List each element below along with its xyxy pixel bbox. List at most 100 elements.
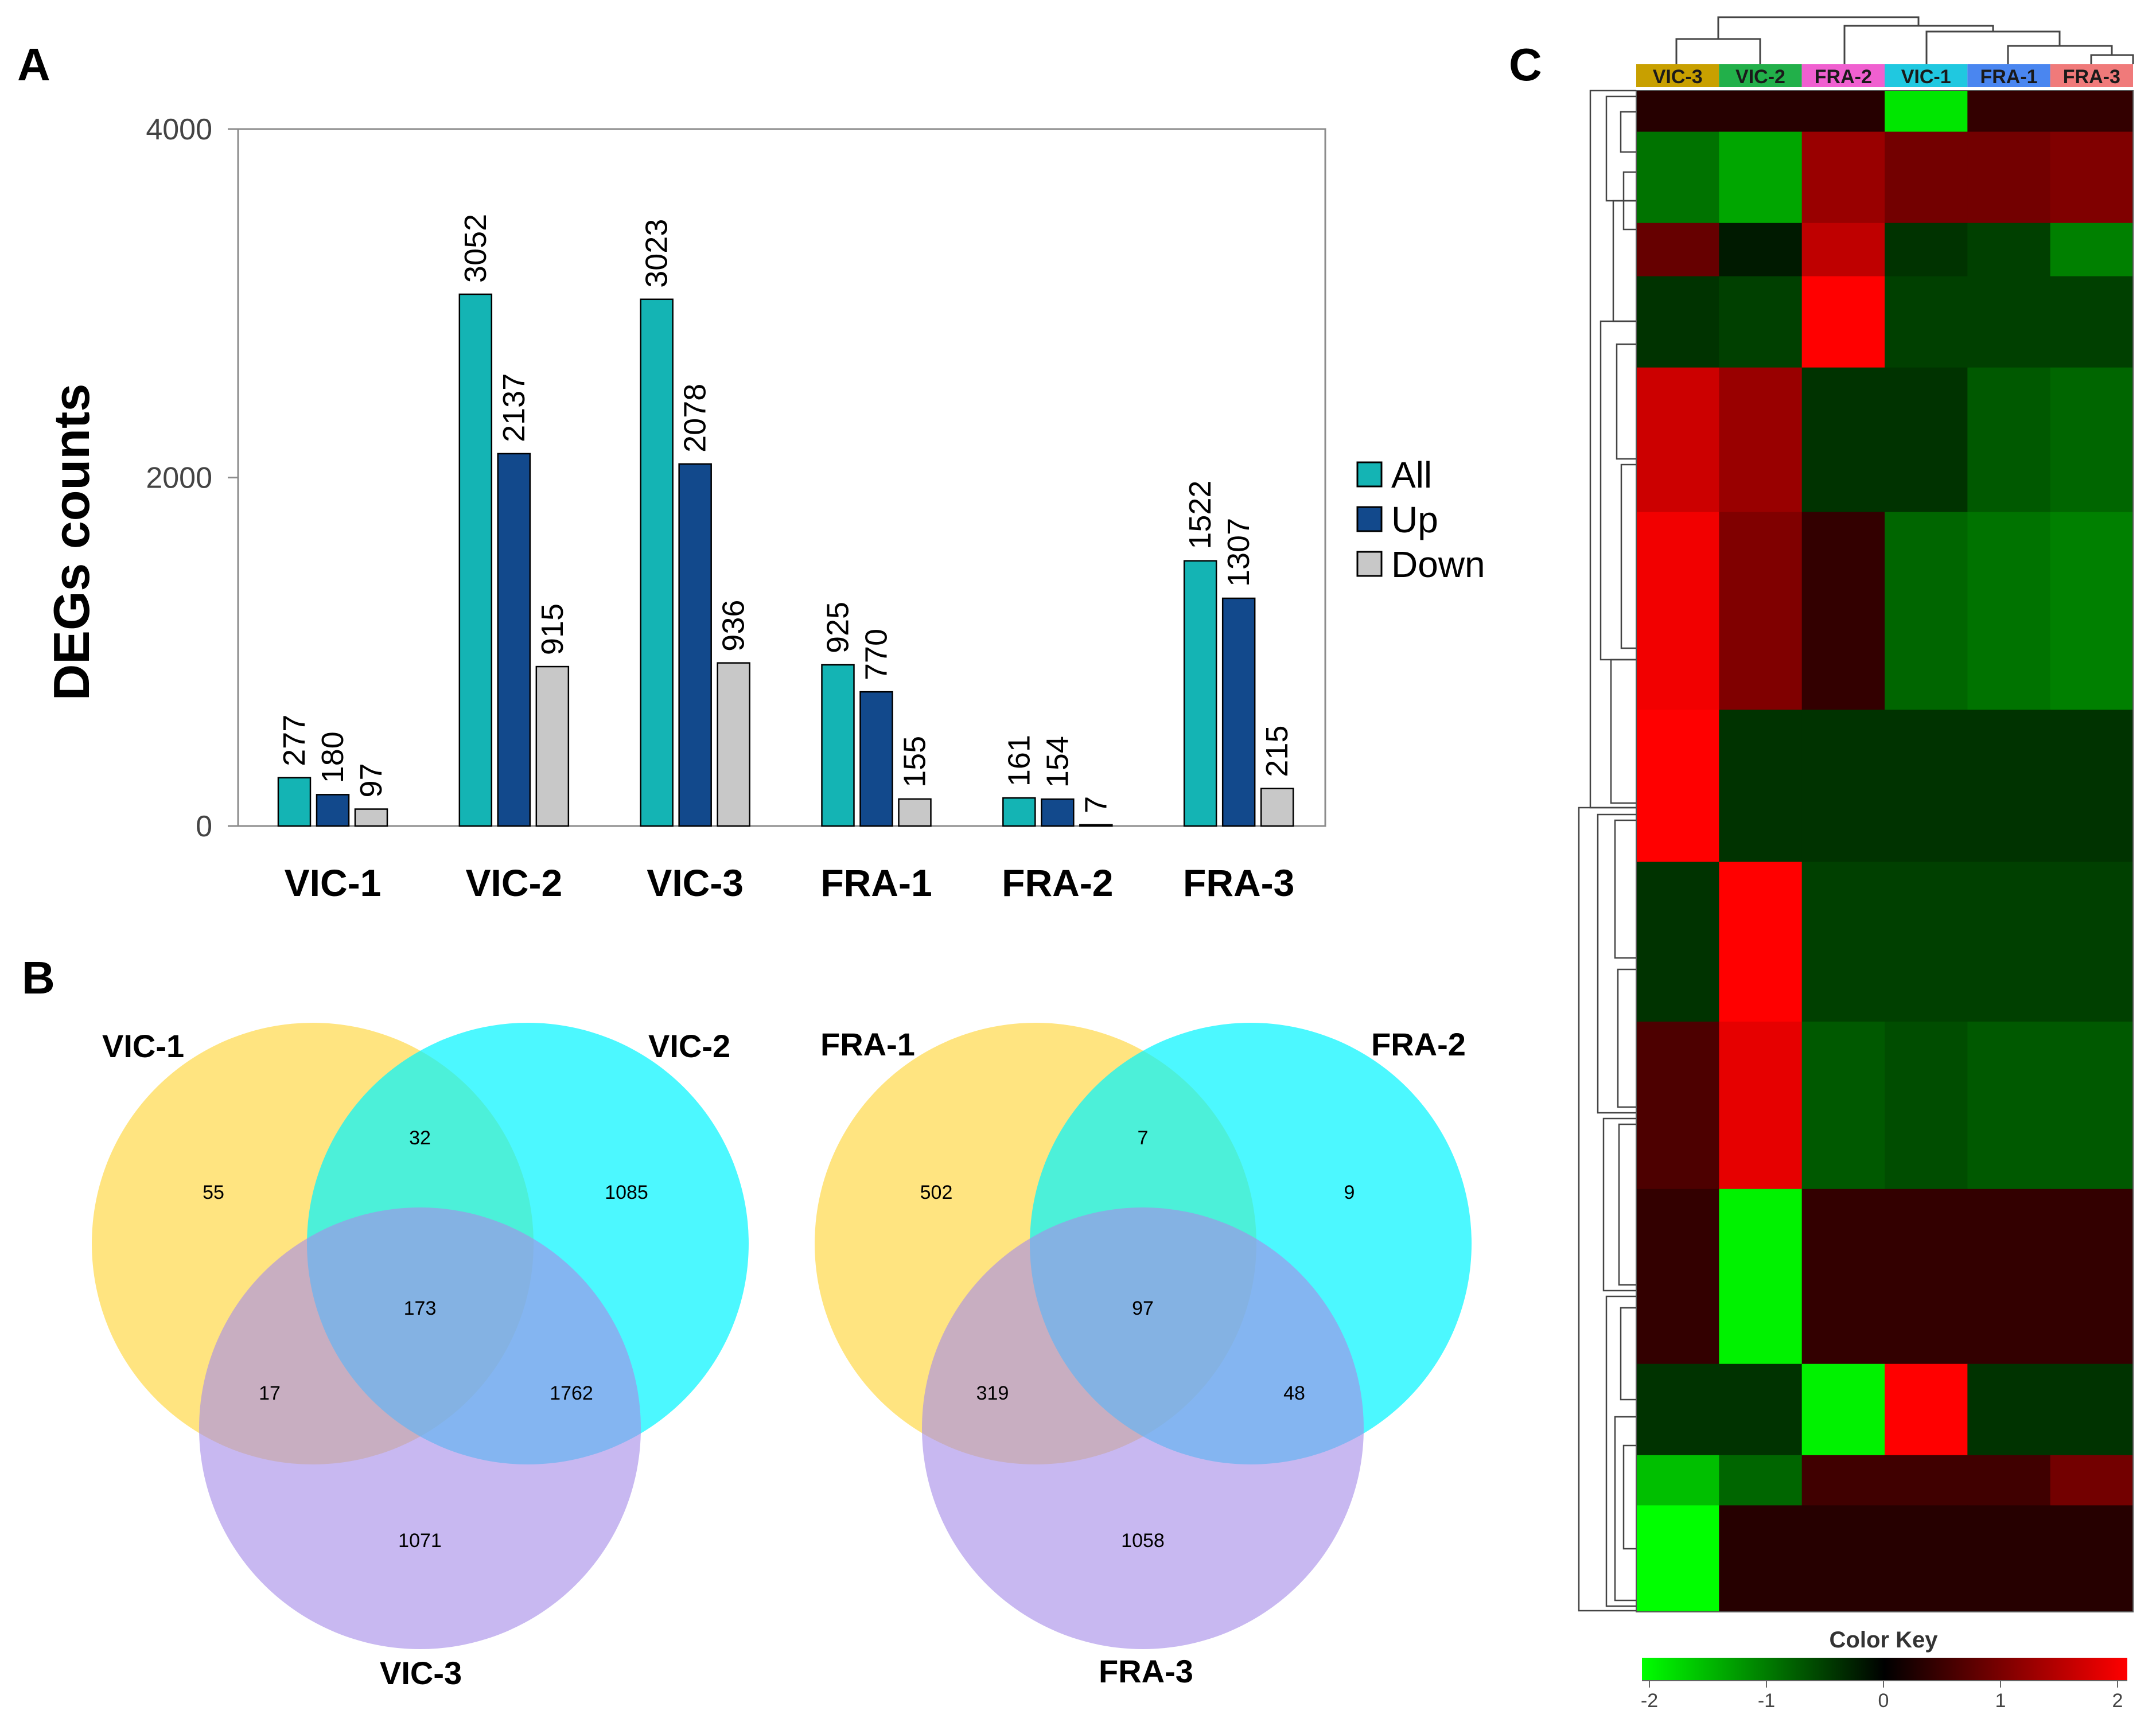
column-color-swatch — [1719, 64, 1802, 87]
heatmap-cell — [1801, 367, 1885, 513]
bar-value-label: 180 — [316, 731, 350, 783]
category-label-group: VIC-1 VIC-2 VIC-3 FRA-1 FRA-2 FRA-3 — [285, 862, 1295, 904]
venn-count-vic-only-1: 55 — [203, 1182, 224, 1203]
heatmap-cell — [1636, 276, 1719, 368]
column-label: FRA-3 — [2063, 66, 2120, 88]
bar-value-label: 3023 — [640, 219, 674, 288]
venn-set-label-vic-1: VIC-1 — [102, 1028, 184, 1064]
heatmap-cell — [1719, 862, 1803, 1022]
heatmap-cell — [1967, 1363, 2051, 1456]
heatmap-cell — [2050, 512, 2134, 710]
heatmap-cell — [1967, 1022, 2051, 1190]
column-dendrogram — [1675, 16, 2134, 64]
heatmap-cell — [2050, 276, 2134, 368]
bar-value-label: 2137 — [497, 373, 531, 442]
heatmap-cell — [1885, 223, 1968, 277]
venn-set-label-fra-2: FRA-2 — [1371, 1026, 1466, 1062]
heatmap-cell — [1719, 131, 1803, 224]
column-label: VIC-3 — [1653, 66, 1703, 88]
bar-value-label: 154 — [1040, 736, 1075, 788]
bar-value-label: 770 — [859, 629, 894, 680]
heatmap-cell — [1719, 512, 1803, 710]
heatmap-cell — [1801, 710, 1885, 863]
heatmap-cell — [1801, 1455, 1885, 1506]
venn-circle-fra-3 — [922, 1207, 1364, 1649]
heatmap-cell — [1801, 223, 1885, 277]
x-category-label: VIC-3 — [647, 862, 744, 904]
heatmap-cell — [1636, 91, 1719, 133]
heatmap-cell — [1801, 1022, 1885, 1190]
venn-count-fra-only-1: 502 — [920, 1182, 953, 1203]
x-category-label: FRA-1 — [820, 862, 932, 904]
heatmap-cell — [1801, 131, 1885, 224]
heatmap-border — [1636, 90, 2134, 1612]
heatmap-cell — [1967, 276, 2051, 368]
heatmap-cell — [1885, 276, 1968, 368]
panel-a: A DEGs counts 0 2000 4000 277 180 97 3052 2137… — [17, 39, 1485, 904]
bar-value-label: 3052 — [458, 214, 493, 283]
bar-value-label: 161 — [1002, 735, 1036, 786]
bar-value-label: 915 — [535, 603, 570, 655]
heatmap-cell — [1885, 862, 1968, 1022]
venn-count-fra-only-3: 1058 — [1121, 1530, 1165, 1552]
column-color-swatch — [1885, 64, 1968, 87]
x-category-label: FRA-3 — [1183, 862, 1294, 904]
color-key-gradient — [1642, 1658, 2127, 1681]
y-tick-label: 4000 — [146, 113, 212, 146]
venn-count-fra-1-2: 7 — [1138, 1127, 1149, 1149]
panel-label-a: A — [17, 39, 50, 90]
legend-swatch-all — [1356, 461, 1383, 488]
column-label: FRA-1 — [1980, 66, 2037, 88]
heatmap-cell — [1967, 367, 2051, 513]
venn-count-vic-1-2-3: 173 — [404, 1298, 437, 1319]
legend-swatch-up — [1356, 506, 1383, 532]
heatmap-cell — [1719, 1022, 1803, 1190]
venn-set-label-fra-1: FRA-1 — [820, 1026, 915, 1062]
legend-label-up: Up — [1391, 499, 1438, 540]
bar-value-label: 936 — [717, 600, 751, 652]
venn-set-label-vic-2: VIC-2 — [648, 1028, 730, 1064]
heatmap-cell — [2050, 1189, 2134, 1365]
heatmap-cell — [2050, 1363, 2134, 1456]
venn-count-vic-1-3: 17 — [259, 1382, 281, 1404]
heatmap-cell — [1719, 223, 1803, 277]
venn-count-fra-1-2-3: 97 — [1132, 1298, 1154, 1319]
column-label: VIC-2 — [1735, 66, 1785, 88]
heatmap-cell — [2050, 1505, 2134, 1612]
heatmap-cell — [2050, 710, 2134, 863]
column-label: VIC-1 — [1901, 66, 1951, 88]
venn-set-label-vic-3: VIC-3 — [380, 1655, 462, 1691]
bar-all — [458, 293, 493, 827]
bar-up — [678, 463, 712, 827]
heatmap-cell — [1636, 1363, 1719, 1456]
color-key-tick-neg2: -2 — [1641, 1690, 1658, 1712]
heatmap-cell — [1885, 1455, 1968, 1506]
bar-all — [1002, 797, 1036, 827]
bar-up — [316, 794, 350, 827]
heatmap-cell — [2050, 131, 2134, 224]
heatmap-cell — [2050, 1022, 2134, 1190]
x-category-label: FRA-2 — [1002, 862, 1113, 904]
heatmap-cell — [1719, 1363, 1803, 1456]
venn-count-fra-only-2: 9 — [1344, 1182, 1355, 1203]
heatmap-cell — [1967, 512, 2051, 710]
venn-circle-vic-3 — [199, 1207, 641, 1649]
bar-value-label: 1307 — [1221, 518, 1256, 587]
heatmap-cell — [1719, 1455, 1803, 1506]
venn-count-vic-only-2: 1085 — [605, 1182, 648, 1203]
heatmap-cell — [2050, 862, 2134, 1022]
column-label: FRA-2 — [1815, 66, 1872, 88]
bar-group — [277, 293, 1294, 827]
y-axis-title: DEGs counts — [43, 384, 100, 701]
bar-up — [859, 691, 893, 827]
color-key-tick-0: 0 — [1878, 1690, 1889, 1712]
column-color-swatch — [1801, 64, 1885, 87]
legend: All Up Down — [1356, 454, 1485, 585]
venn-count-fra-2-3: 48 — [1283, 1382, 1305, 1404]
bar-down — [1079, 824, 1113, 827]
heatmap-cell — [1636, 1022, 1719, 1190]
bar-value-label: 7 — [1079, 796, 1113, 813]
bar-value-label: 2078 — [678, 384, 713, 453]
heatmap-cell — [1801, 862, 1885, 1022]
heatmap-cell — [1719, 91, 1803, 133]
